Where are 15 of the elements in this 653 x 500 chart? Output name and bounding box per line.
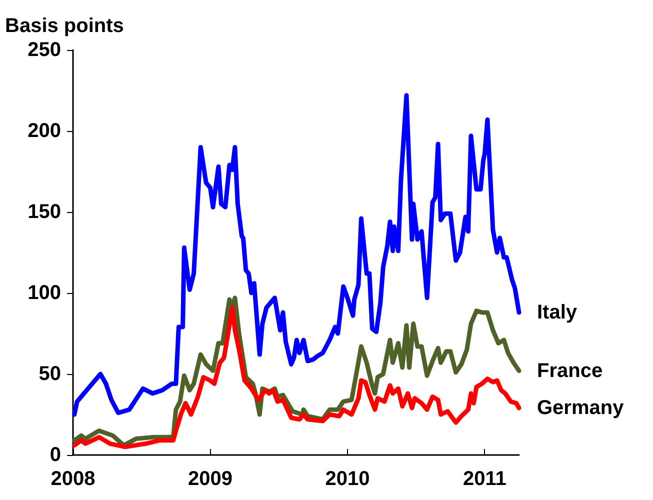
x-tick-label: 2011 <box>462 468 506 490</box>
x-tick-label: 2009 <box>188 468 232 490</box>
y-tick-label: 250 <box>28 39 61 61</box>
x-tick-label: 2010 <box>325 468 370 490</box>
x-tick-label: 2008 <box>50 468 96 490</box>
y-tick-label: 150 <box>28 201 61 223</box>
y-tick-label: 200 <box>28 120 61 142</box>
series-label: France <box>537 360 603 382</box>
line-series <box>72 93 522 417</box>
y-tick-label: 0 <box>50 444 61 466</box>
y-tick-label: 50 <box>38 363 61 385</box>
y-tick-label: 100 <box>28 282 61 304</box>
series-label: Germany <box>537 397 625 420</box>
y-axis-title: Basis points <box>5 15 124 37</box>
series-label: Italy <box>537 301 578 324</box>
